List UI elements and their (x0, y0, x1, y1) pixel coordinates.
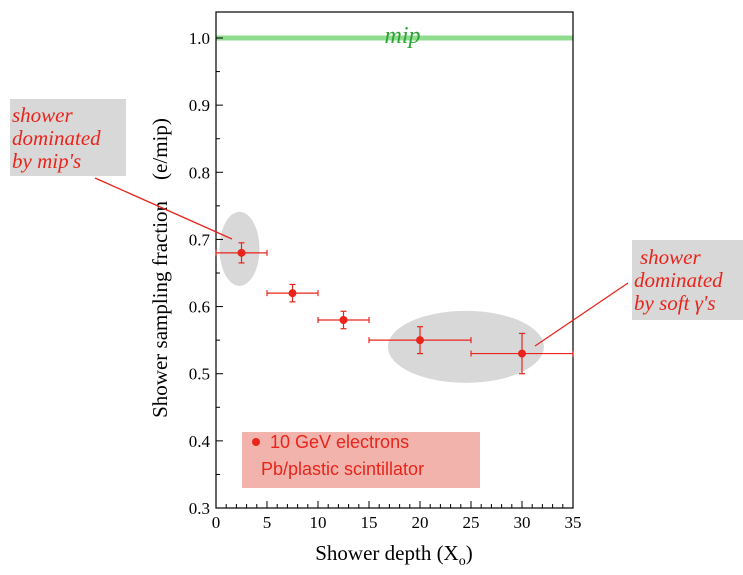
annotation-left-pointer (94, 177, 233, 240)
annotation-right-pointer (534, 282, 629, 347)
data-marker (339, 316, 348, 324)
x-axis-label-main: Shower depth (X (315, 541, 458, 565)
y-tick-label: 0.9 (189, 96, 210, 115)
x-tick-label: 5 (263, 513, 272, 532)
legend-box (242, 432, 480, 488)
x-axis-label: Shower depth (Xo) (315, 541, 472, 569)
annotation-left-line-1: shower (12, 103, 74, 127)
x-tick-label: 15 (361, 513, 378, 532)
data-points (215, 242, 574, 375)
annotation-right-line-3: by soft γ's (634, 291, 716, 315)
legend-marker (252, 438, 260, 446)
y-tick-label: 0.3 (189, 499, 210, 518)
y-tick-label: 0.8 (189, 163, 210, 182)
data-point-3 (317, 310, 370, 330)
highlight-ellipse-right (387, 310, 544, 383)
data-marker (288, 289, 297, 298)
data-marker (416, 336, 424, 345)
annotation-left: shower dominated by mip's (12, 103, 106, 173)
y-tick-label: 1.0 (189, 29, 210, 48)
highlight-ellipse-left (219, 211, 260, 286)
x-tick-label: 30 (514, 513, 531, 532)
y-tick-label: 0.4 (189, 432, 211, 451)
annotation-box-right (632, 240, 743, 320)
y-tick-label: 0.5 (189, 365, 210, 384)
y-tick-label: 0.7 (189, 230, 211, 249)
mip-label: mip (385, 23, 421, 49)
y-axis-label: Shower sampling fraction (e/mip) (148, 118, 172, 418)
x-axis-label-sub: o (459, 554, 466, 569)
legend-line-1: 10 GeV electrons (270, 432, 409, 452)
data-point-4 (368, 326, 472, 355)
x-tick-label: 0 (212, 513, 221, 532)
annotation-right-line-1: shower (640, 245, 702, 269)
annotation-right-line-2: dominated (634, 268, 723, 292)
y-tick-label: 0.6 (189, 298, 210, 317)
x-tick-label: 35 (565, 513, 582, 532)
x-axis-label-end: ) (466, 541, 473, 565)
axis-ticks: 0 5 10 15 20 25 30 35 0.3 0.4 0.5 0.6 0.7 0.8 0.9 1.0 (189, 29, 582, 532)
data-marker (237, 248, 246, 257)
data-point-5 (470, 332, 574, 375)
legend-line-2: Pb/plastic scintillator (261, 459, 424, 479)
x-tick-label: 20 (412, 513, 429, 532)
plot-frame (215, 11, 574, 509)
annotation-box-left (10, 99, 126, 176)
x-tick-label: 25 (463, 513, 480, 532)
data-point-2 (266, 283, 319, 303)
annotation-right: shower dominated by soft γ's (634, 245, 728, 315)
annotation-left-line-2: dominated (12, 126, 101, 150)
data-point-1 (215, 242, 268, 264)
x-tick-label: 10 (310, 513, 327, 532)
data-marker (518, 349, 526, 358)
annotation-left-line-3: by mip's (12, 149, 81, 173)
